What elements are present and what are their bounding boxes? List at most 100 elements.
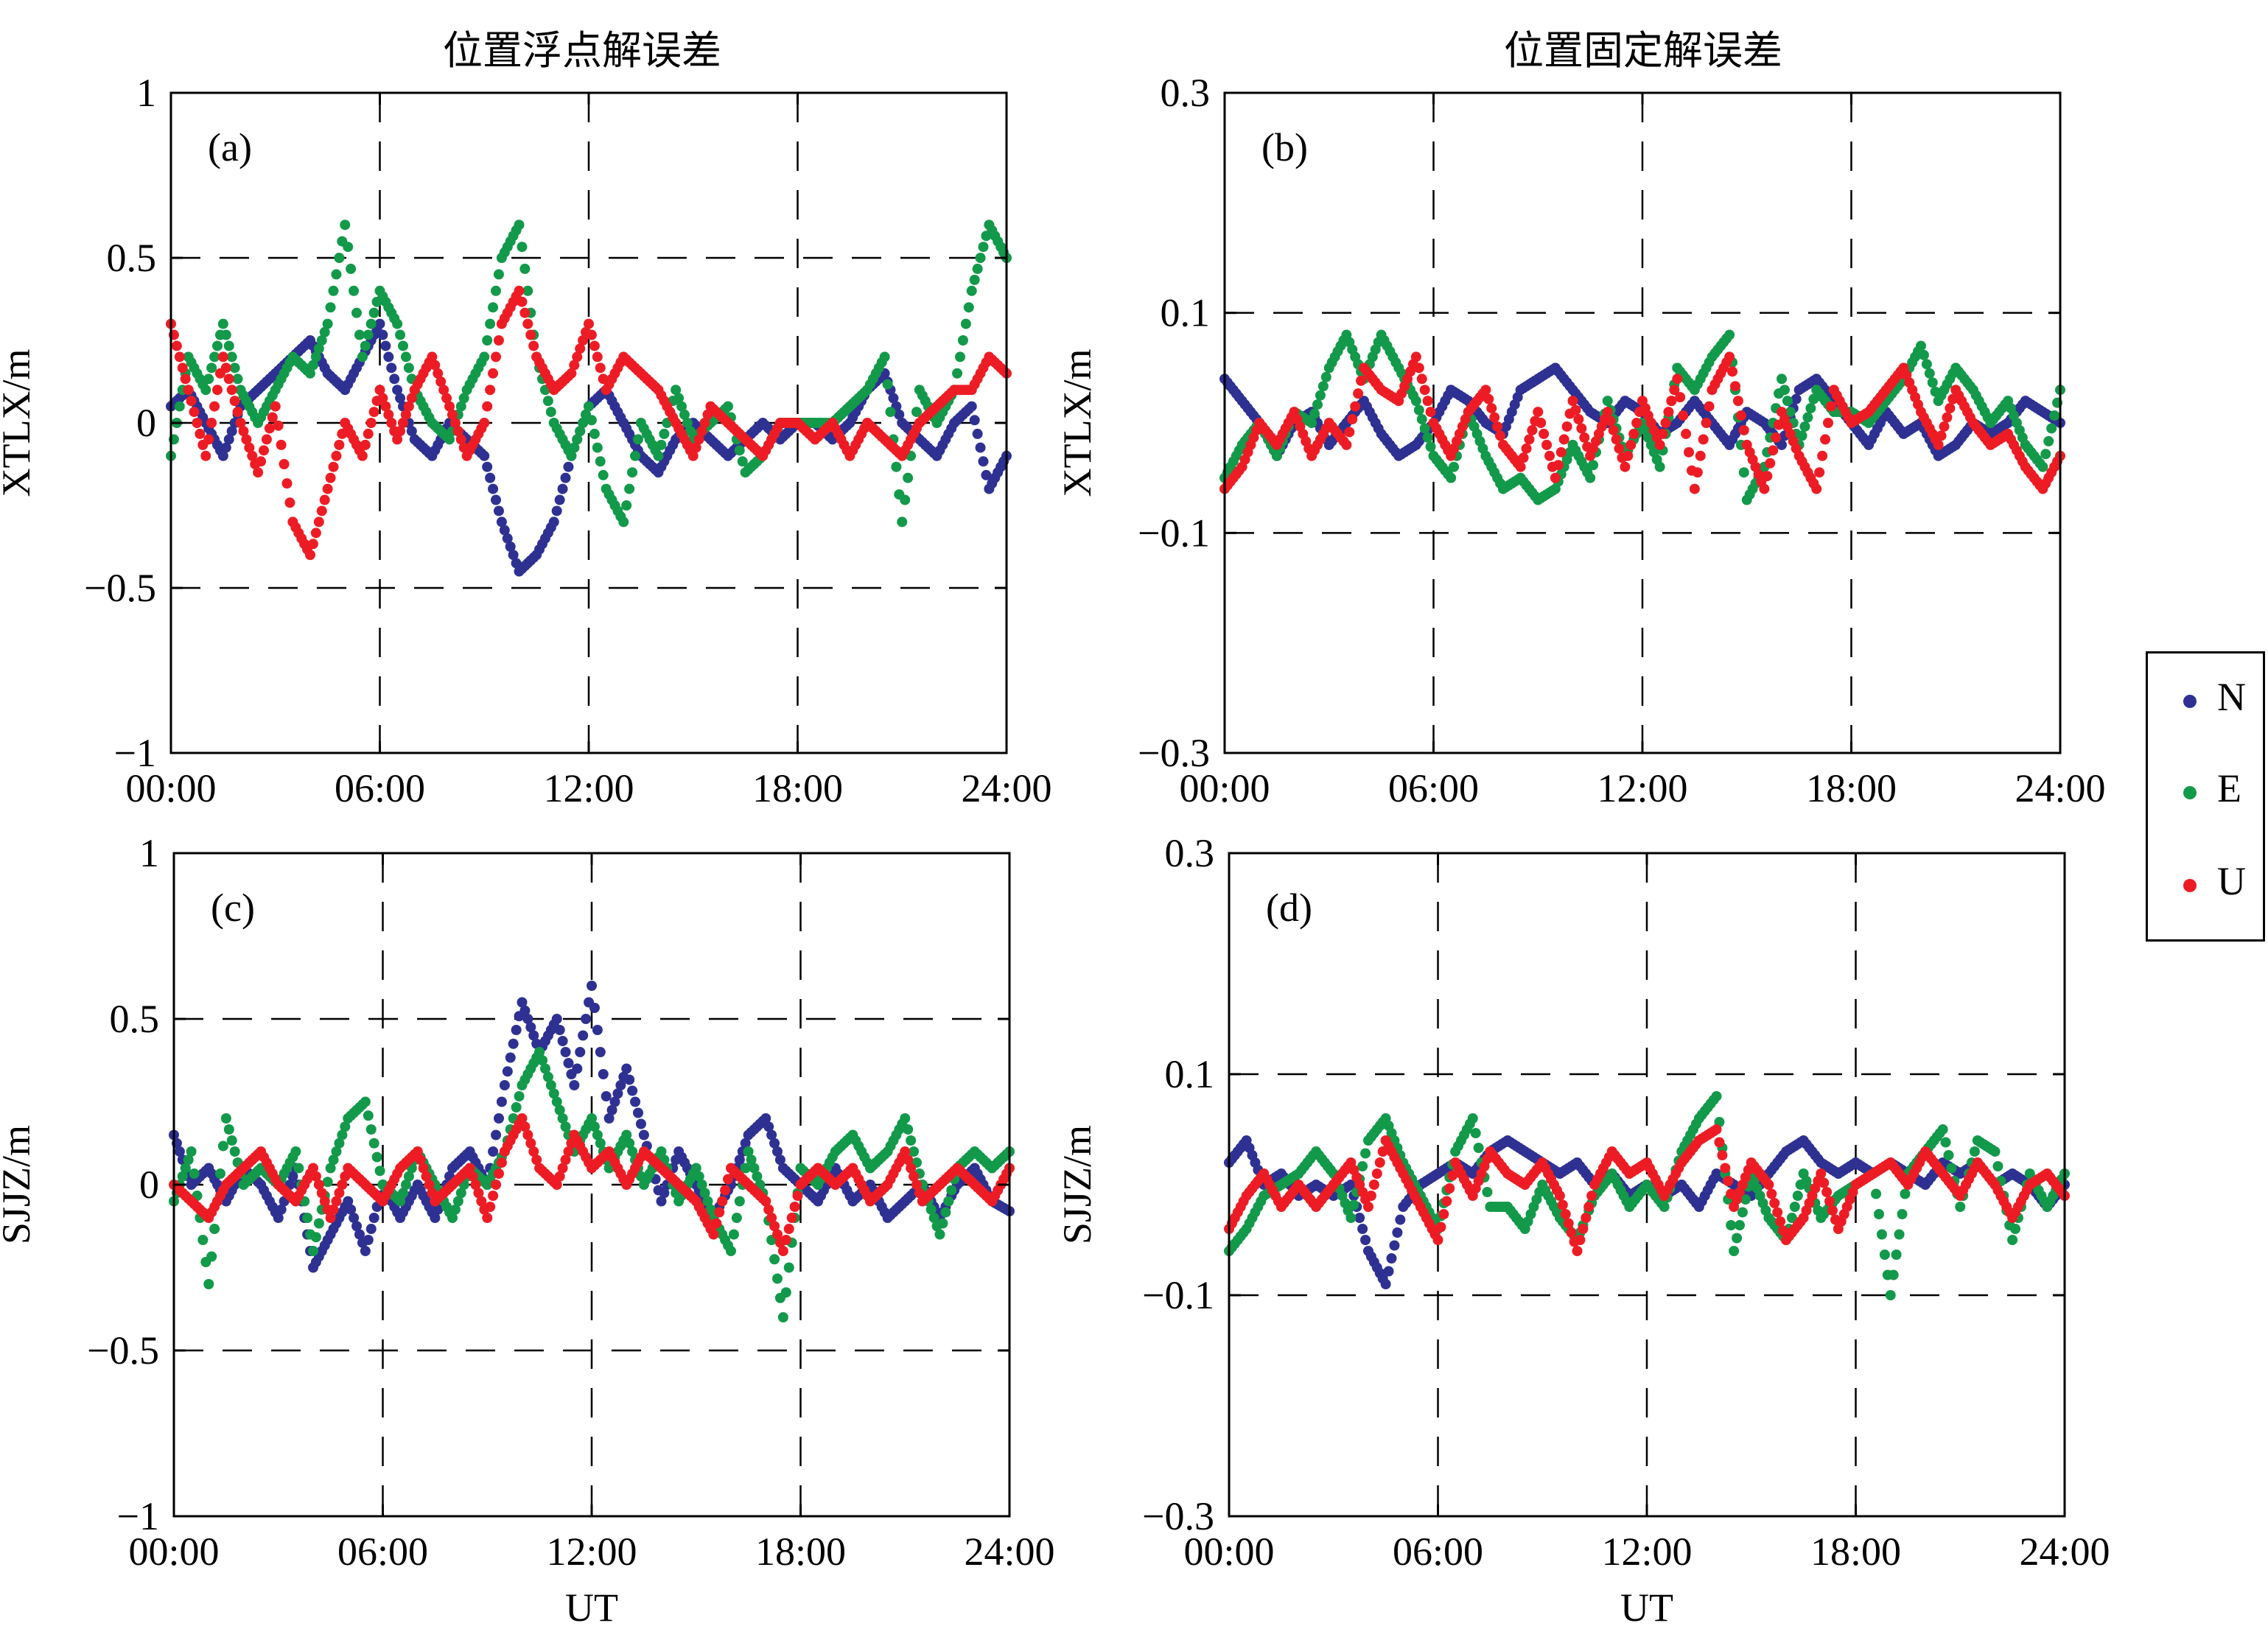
data-point: [279, 459, 290, 469]
data-point: [1695, 450, 1706, 461]
data-point: [316, 1188, 327, 1199]
data-point: [491, 351, 501, 362]
data-point: [1482, 1187, 1493, 1197]
panel-b-ytick-label: −0.1: [1138, 511, 1210, 555]
data-point: [1363, 1202, 1373, 1212]
data-point: [479, 450, 490, 461]
data-point: [592, 1025, 603, 1035]
data-point: [392, 434, 403, 445]
data-point: [1663, 407, 1674, 418]
data-point: [232, 374, 243, 385]
data-point: [400, 409, 411, 420]
data-point: [171, 340, 182, 351]
panel-a-ytick-label: 0: [136, 401, 156, 445]
data-point: [1681, 428, 1692, 439]
data-point: [458, 393, 469, 404]
data-point: [1763, 1180, 1774, 1190]
data-point: [180, 1163, 191, 1174]
data-point: [259, 445, 269, 456]
data-point: [1368, 1180, 1379, 1190]
data-point: [888, 393, 899, 404]
data-point: [1724, 329, 1735, 340]
data-point: [630, 450, 640, 461]
data-point: [1432, 1235, 1443, 1245]
data-point: [508, 1038, 519, 1049]
data-point: [752, 1171, 763, 1182]
data-point: [482, 1213, 493, 1223]
data-point: [522, 318, 533, 329]
data-point: [1438, 1209, 1449, 1219]
data-point: [1820, 434, 1831, 445]
data-point: [226, 1135, 237, 1146]
data-point: [449, 418, 461, 428]
data-point: [343, 242, 354, 253]
data-point: [909, 1171, 920, 1182]
data-point: [270, 401, 281, 412]
data-point: [264, 423, 275, 434]
data-point: [1940, 1137, 1951, 1148]
legend-marker-n-icon: [2183, 695, 2197, 708]
data-point: [1711, 1124, 1722, 1135]
data-point: [491, 1180, 502, 1190]
data-point: [517, 1113, 528, 1124]
data-point: [943, 1196, 954, 1207]
data-point: [1583, 1202, 1595, 1212]
data-point: [200, 385, 211, 396]
panel-d-ylabel: SJJZ/m: [1055, 1125, 1099, 1244]
data-point: [537, 1055, 548, 1066]
data-point: [430, 1213, 441, 1223]
data-point: [189, 1168, 200, 1179]
data-point: [702, 1196, 713, 1207]
data-point: [351, 1221, 363, 1232]
data-point: [1422, 396, 1433, 407]
data-point: [903, 1124, 914, 1135]
data-point: [226, 351, 237, 362]
data-point: [966, 285, 977, 296]
legend-marker-e-icon: [2183, 786, 2197, 799]
data-point: [601, 1091, 612, 1101]
data-point: [395, 329, 406, 340]
data-point: [1489, 412, 1500, 423]
data-point: [2037, 461, 2048, 472]
data-point: [502, 533, 513, 544]
data-point: [447, 1213, 458, 1223]
data-point: [1766, 1188, 1777, 1199]
data-point: [427, 351, 438, 362]
data-point: [1819, 1177, 1830, 1188]
data-point: [1740, 1194, 1751, 1205]
data-point: [493, 335, 504, 346]
data-point: [569, 1080, 580, 1090]
data-point: [777, 1312, 788, 1322]
data-point: [1874, 1209, 1884, 1219]
data-point: [749, 1163, 760, 1174]
data-point: [763, 1121, 774, 1132]
data-point: [433, 368, 444, 379]
data-point: [763, 1204, 774, 1215]
legend-item-n: N: [2148, 671, 2263, 730]
data-point: [1588, 460, 1599, 471]
data-point: [485, 318, 496, 329]
data-point: [1575, 1235, 1586, 1245]
data-point: [2046, 423, 2057, 434]
data-point: [717, 1196, 728, 1207]
data-point: [1927, 377, 1938, 388]
data-point: [772, 1146, 783, 1157]
data-point: [1416, 374, 1427, 385]
data-point: [578, 335, 589, 346]
data-point: [1916, 340, 1926, 351]
data-point: [1825, 401, 1836, 412]
data-point: [1654, 439, 1665, 450]
data-point: [444, 401, 455, 412]
data-point: [403, 401, 414, 412]
data-point: [200, 450, 211, 461]
data-point: [1561, 421, 1572, 432]
data-point: [534, 1047, 545, 1057]
data-point: [1579, 432, 1590, 443]
data-point: [1786, 1213, 1797, 1223]
data-point: [560, 1121, 571, 1132]
panel-d-xtick-label: 18:00: [1810, 1529, 1901, 1574]
data-point: [197, 1235, 209, 1245]
data-point: [1357, 1161, 1368, 1171]
data-point: [1353, 388, 1364, 399]
data-point: [365, 318, 377, 329]
